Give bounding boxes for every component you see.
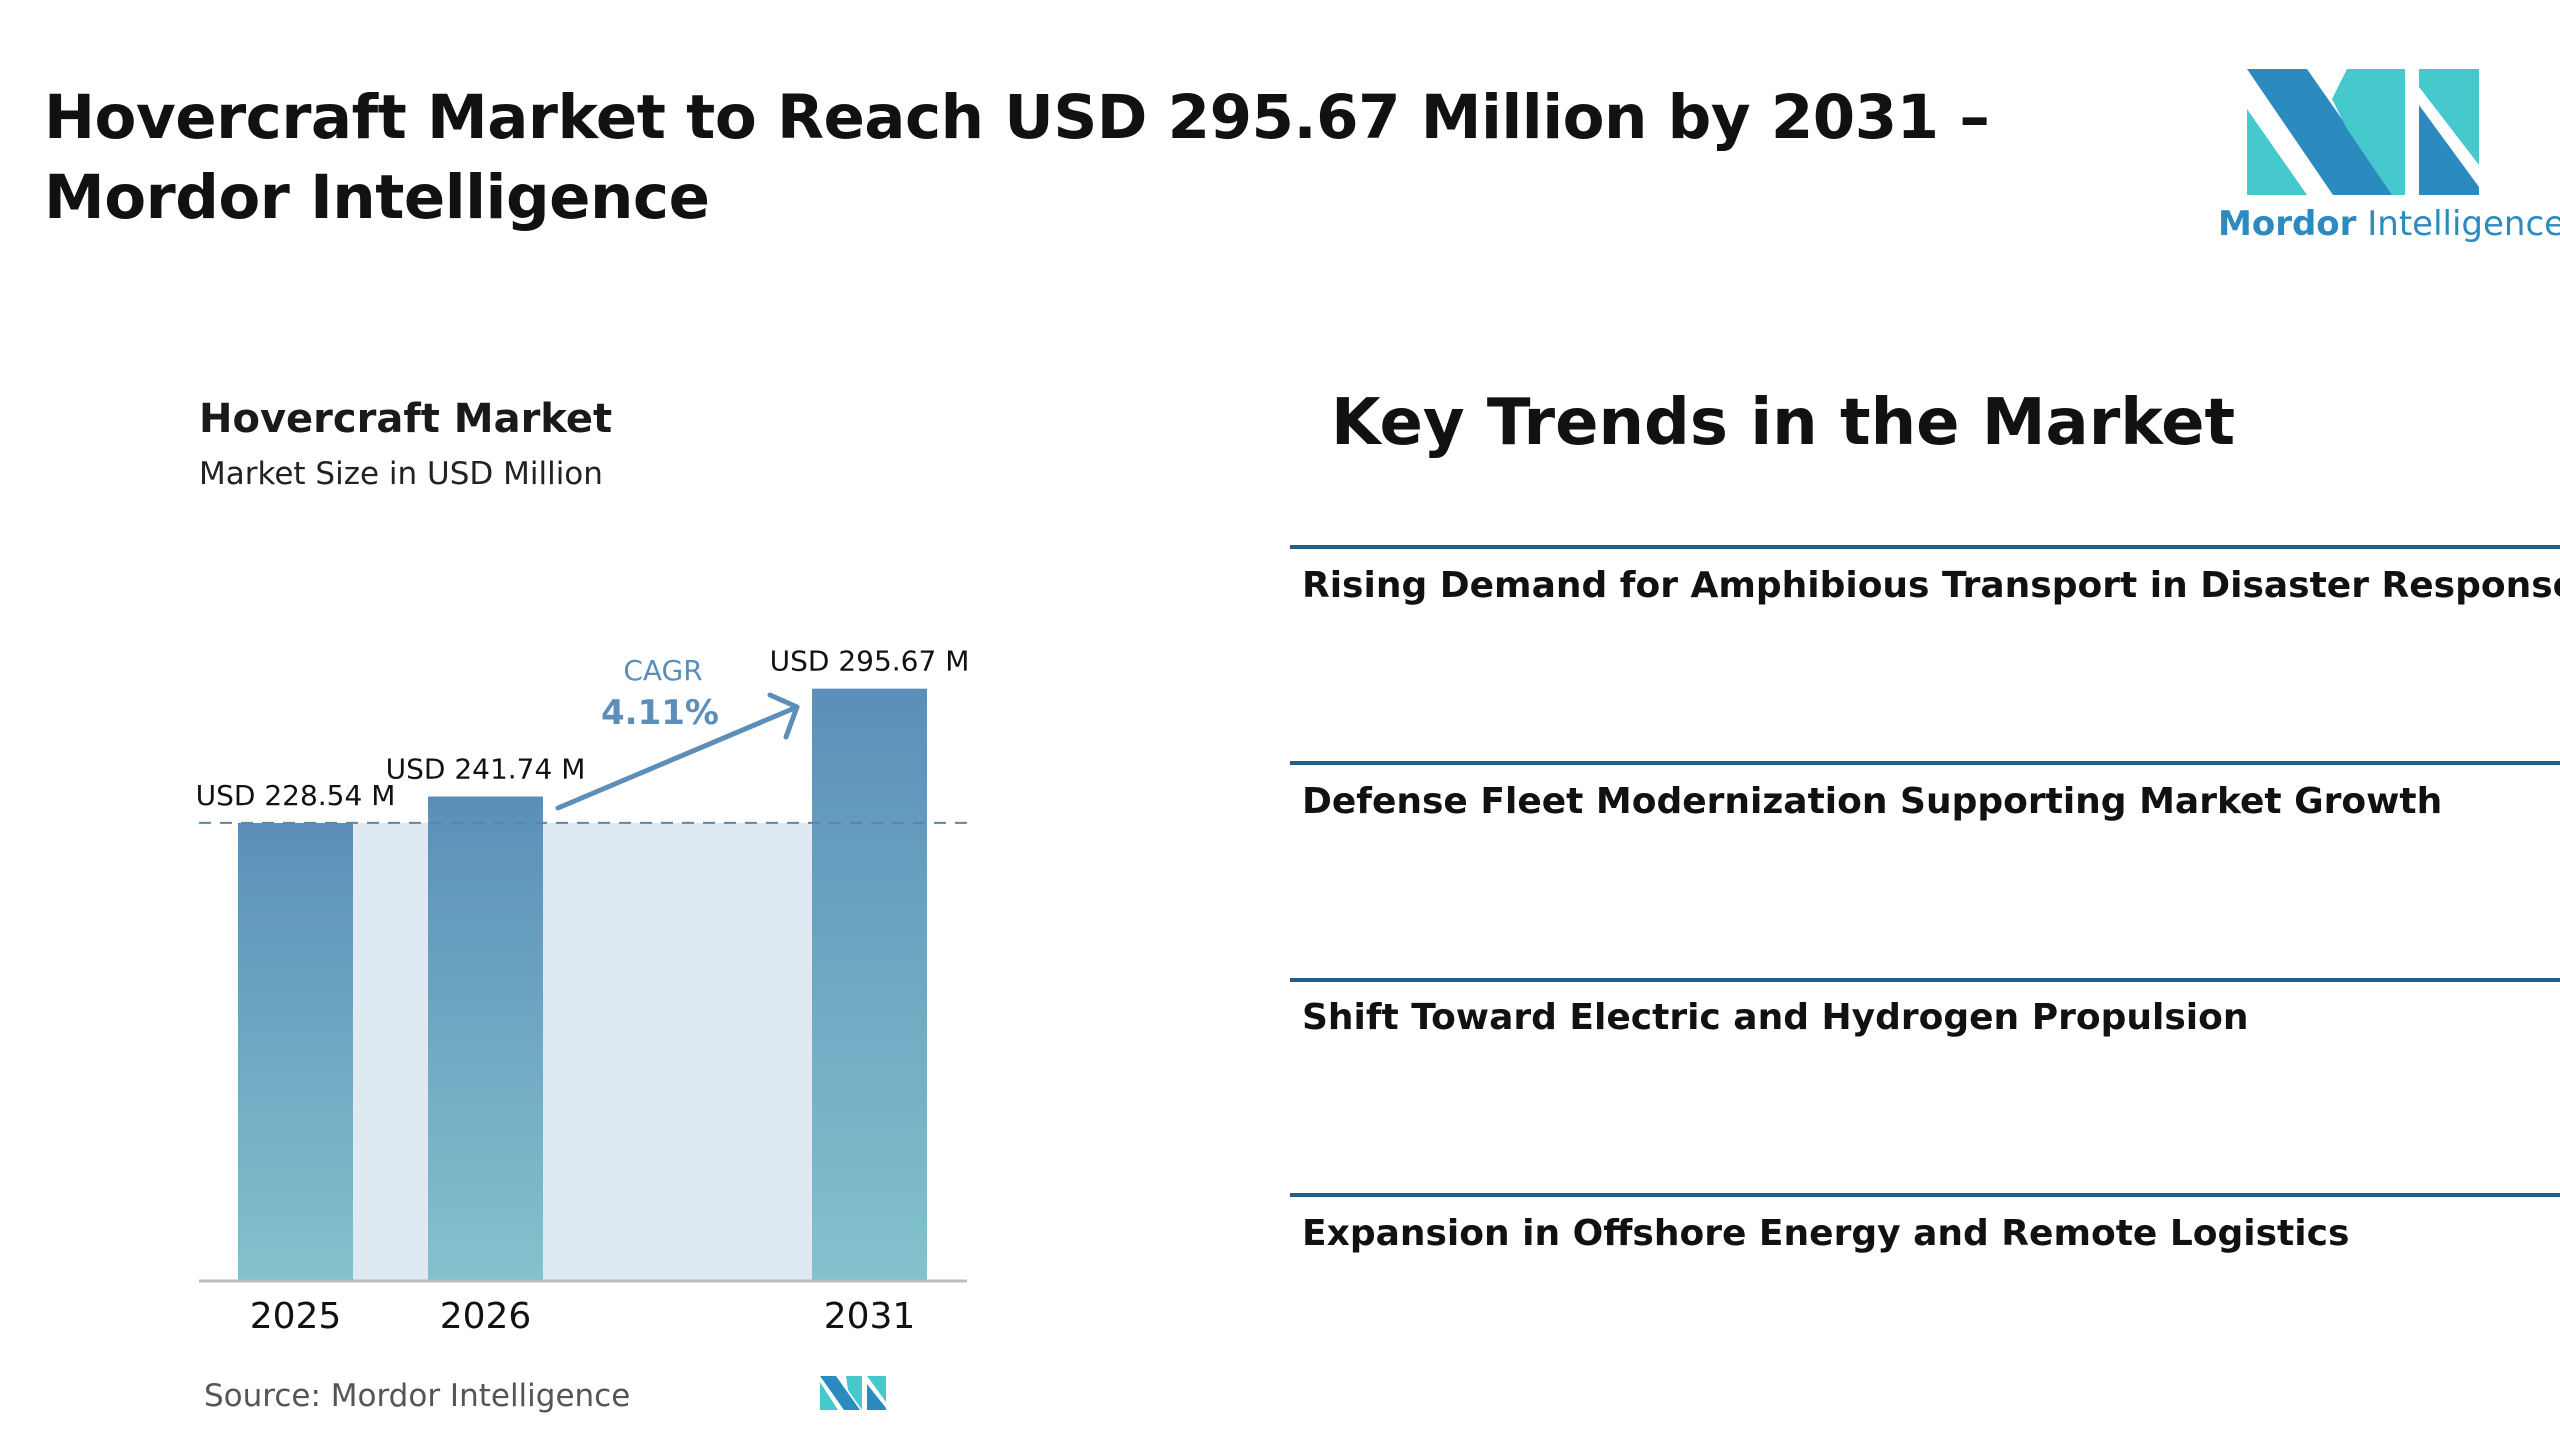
- trend-divider: [1290, 545, 2560, 549]
- data-label: USD 295.67 M: [770, 645, 970, 678]
- logo-text-bold: Mordor: [2218, 204, 2357, 244]
- chart-title: Hovercraft Market: [199, 396, 613, 442]
- trend-item: Expansion in Offshore Energy and Remote …: [1302, 1213, 2350, 1254]
- trend-divider: [1290, 1193, 2560, 1197]
- cagr-value: 4.11%: [601, 693, 719, 733]
- data-label: USD 241.74 M: [386, 753, 586, 786]
- data-label: USD 228.54 M: [196, 779, 396, 812]
- trend-item: Rising Demand for Amphibious Transport i…: [1302, 565, 2560, 606]
- arrow-head-icon: [767, 692, 800, 740]
- source-label: Source: Mordor Intelligence: [204, 1378, 631, 1414]
- x-tick-label: 2031: [824, 1296, 916, 1337]
- trend-divider: [1290, 978, 2560, 982]
- mordor-logo: [2247, 69, 2479, 195]
- bar-chart: USD 228.54 M 2025 USD 241.74 M 2026 USD 295.…: [196, 645, 972, 1337]
- cagr-label: CAGR: [623, 654, 702, 687]
- bar-2025: [238, 822, 353, 1280]
- page-title: Hovercraft Market to Reach USD 295.67 Mi…: [44, 82, 1990, 233]
- x-tick-label: 2025: [250, 1296, 342, 1337]
- trends-title: Key Trends in the Market: [1331, 386, 2236, 460]
- logo-text: Mordor Intelligence: [2218, 204, 2560, 244]
- x-tick-label: 2026: [440, 1296, 532, 1337]
- trend-item: Defense Fleet Modernization Supporting M…: [1302, 781, 2443, 822]
- bar-2026: [428, 796, 543, 1280]
- small-logo-icon: [820, 1376, 886, 1410]
- trend-item: Shift Toward Electric and Hydrogen Propu…: [1302, 997, 2249, 1038]
- background-band: [353, 822, 812, 1280]
- cagr-arrow: [555, 704, 800, 811]
- chart-subtitle: Market Size in USD Million: [199, 456, 603, 492]
- trend-divider: [1290, 761, 2560, 765]
- bar-2031: [812, 688, 927, 1280]
- logo-text-light: Intelligence: [2367, 204, 2560, 244]
